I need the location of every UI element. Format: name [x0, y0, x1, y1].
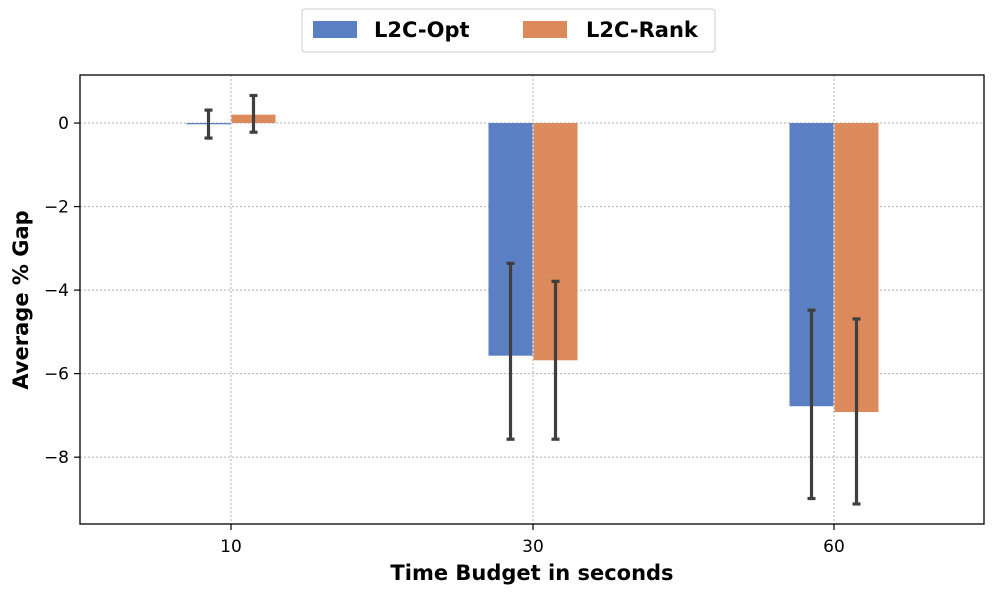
plot-frame: [79, 74, 985, 525]
y-tick-label: −6: [44, 365, 69, 385]
y-tick-label: −2: [44, 198, 69, 218]
error-bars: [204, 93, 861, 506]
x-axis-ticks: 10 30 60: [220, 524, 845, 557]
x-tick-label: 60: [823, 537, 845, 557]
legend: L2C-Opt L2C-Rank: [301, 8, 716, 53]
y-tick-label: −4: [44, 281, 69, 301]
x-tick-label: 30: [522, 537, 544, 557]
y-axis-title: Average % Gap: [9, 210, 33, 389]
y-axis-ticks: 0 −2 −4 −6 −8: [44, 114, 80, 468]
y-tick-label: 0: [58, 114, 69, 134]
legend-frame: [301, 8, 716, 53]
legend-swatch-l2c-opt: [313, 21, 357, 38]
plot-area: 0 −2 −4 −6 −8 10 30 60: [44, 74, 985, 557]
x-axis-title: Time Budget in seconds: [390, 561, 673, 585]
y-tick-label: −8: [44, 448, 69, 468]
legend-label-l2c-rank: L2C-Rank: [586, 18, 699, 42]
x-tick-label: 10: [220, 537, 242, 557]
legend-label-l2c-opt: L2C-Opt: [374, 18, 470, 42]
legend-swatch-l2c-rank: [523, 21, 567, 38]
